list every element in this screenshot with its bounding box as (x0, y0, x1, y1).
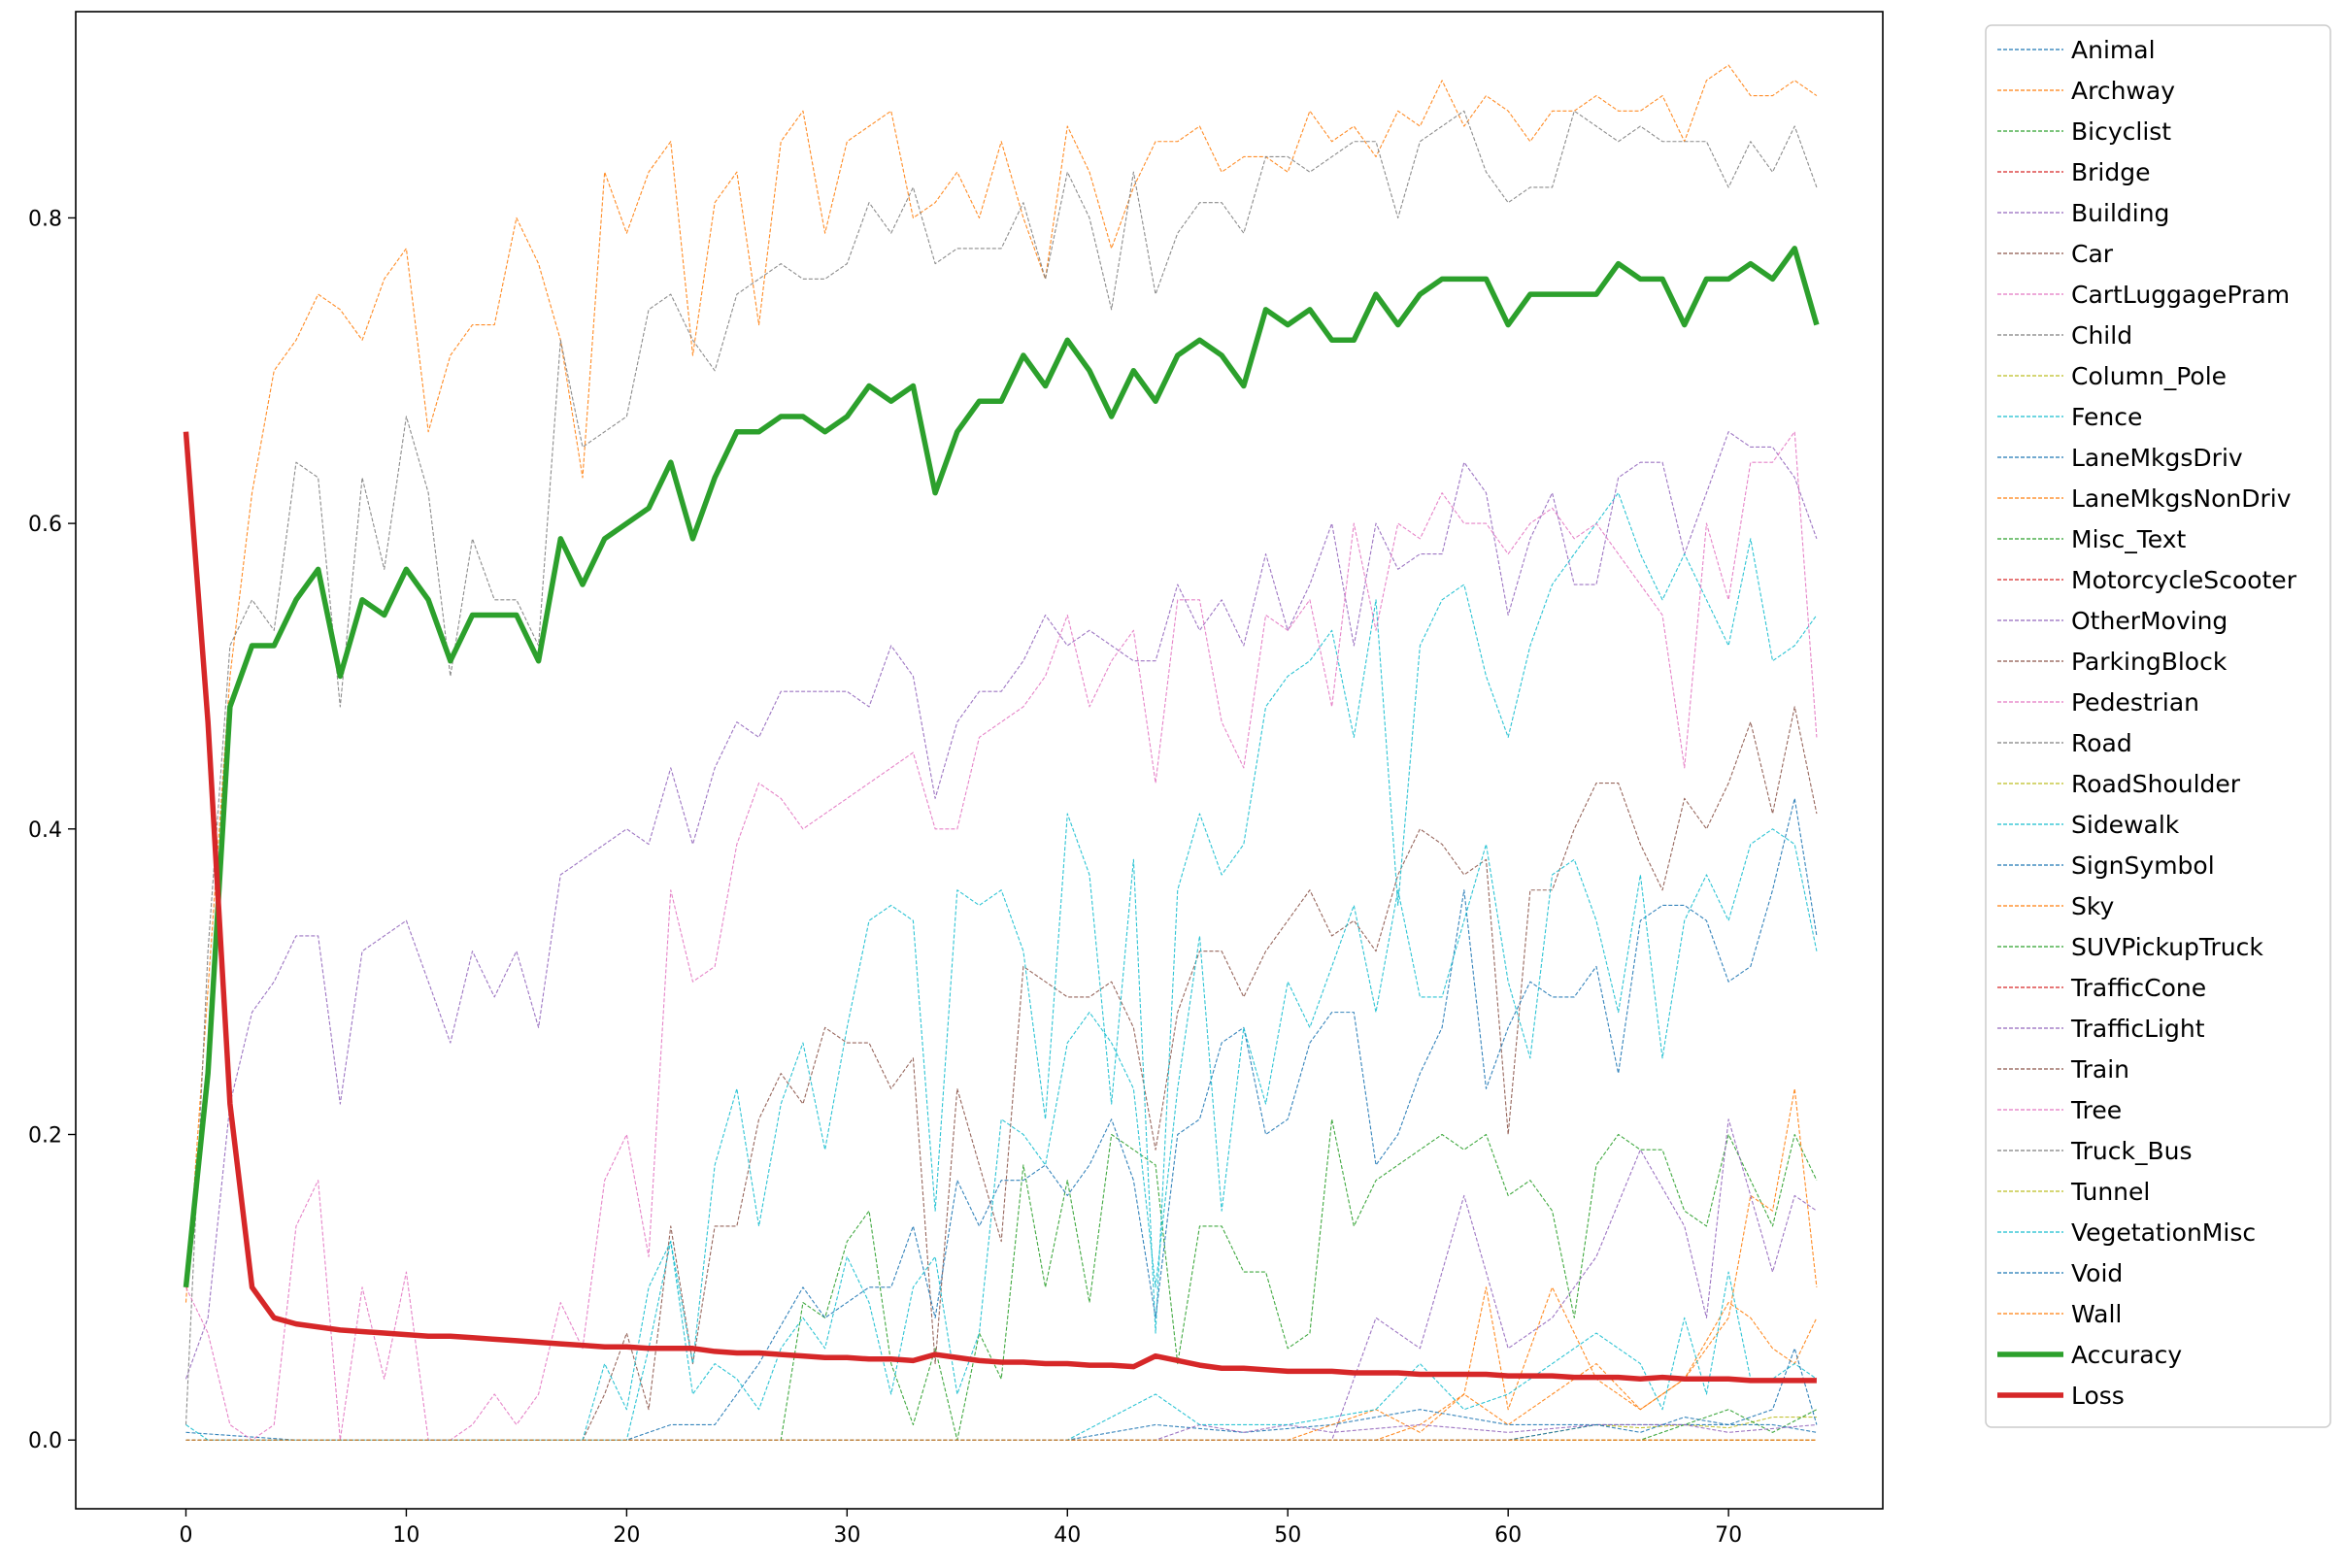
y-tick-label: 0.2 (28, 1124, 62, 1149)
legend-label-road: Road (2071, 729, 2132, 757)
x-tick-label: 0 (179, 1523, 192, 1548)
series-line-pedestrian (184, 431, 1818, 1441)
legend-label-pedestrian: Pedestrian (2071, 688, 2199, 717)
x-tick-label: 30 (833, 1523, 860, 1548)
series-layer (183, 64, 1820, 1441)
legend-label-sky: Sky (2071, 892, 2114, 920)
series-line-loss (183, 431, 1817, 1384)
x-tick-label: 40 (1054, 1523, 1081, 1548)
series-line-building (184, 431, 1818, 1380)
legend-label-truck-bus: Truck_Bus (2070, 1137, 2192, 1165)
legend-label-parkingblock: ParkingBlock (2071, 648, 2228, 676)
legend-box (1985, 24, 2331, 1428)
x-tick-label: 50 (1274, 1523, 1301, 1548)
legend-label-tunnel: Tunnel (2070, 1178, 2150, 1206)
legend-label-train: Train (2070, 1055, 2129, 1084)
legend-label-car: Car (2071, 240, 2114, 268)
legend-label-motorcyclescooter: MotorcycleScooter (2071, 566, 2297, 594)
plot-frame (75, 11, 1884, 1510)
legend-label-suvpickuptruck: SUVPickupTruck (2071, 933, 2263, 961)
legend-label-tree: Tree (2070, 1096, 2122, 1124)
x-tick-label: 60 (1494, 1523, 1522, 1548)
legend-label-void: Void (2071, 1259, 2123, 1287)
legend-label-trafficcone: TrafficCone (2070, 974, 2206, 1002)
legend-label-child: Child (2071, 321, 2132, 350)
y-axis: 0.0 0.2 0.4 0.6 0.8 (28, 207, 76, 1453)
legend-label-sidewalk: Sidewalk (2071, 811, 2180, 839)
x-tick-label: 10 (392, 1523, 419, 1548)
series-line-accuracy (183, 246, 1820, 1288)
x-tick-label: 20 (613, 1523, 640, 1548)
legend-label-bridge: Bridge (2071, 158, 2151, 186)
y-tick-label: 0.4 (28, 818, 62, 843)
legend-label-lanemkgsdriv: LaneMkgsDriv (2071, 444, 2243, 472)
legend-label-animal: Animal (2071, 36, 2156, 64)
series-line-archway (184, 64, 1818, 1303)
legend-label-wall: Wall (2071, 1300, 2122, 1328)
legend-label-fence: Fence (2071, 403, 2142, 431)
legend-label-cartluggagepram: CartLuggagePram (2071, 281, 2290, 309)
legend-label-othermoving: OtherMoving (2071, 607, 2228, 635)
legend-label-signsymbol: SignSymbol (2071, 851, 2215, 880)
y-tick-label: 0.6 (28, 513, 62, 537)
legend-label-misc-text: Misc_Text (2071, 525, 2187, 553)
legend-label-column-pole: Column_Pole (2071, 362, 2227, 390)
legend-label-vegetationmisc: VegetationMisc (2071, 1218, 2256, 1247)
y-tick-label: 0.8 (28, 207, 62, 231)
series-line-child (184, 110, 1818, 1425)
legend-label-trafficlight: TrafficLight (2070, 1015, 2205, 1043)
legend-label-bicyclist: Bicyclist (2071, 117, 2171, 146)
x-axis: 0 10 20 30 40 50 60 70 (179, 1509, 1742, 1548)
legend-label-roadshoulder: RoadShoulder (2071, 770, 2241, 798)
legend-label-building: Building (2071, 199, 2169, 227)
legend-label-accuracy: Accuracy (2071, 1341, 2182, 1369)
legend-label-loss: Loss (2071, 1382, 2125, 1410)
x-tick-label: 70 (1715, 1523, 1742, 1548)
legend-label-lanemkgsnondriv: LaneMkgsNonDriv (2071, 484, 2292, 513)
legend: Animal Archway Bicyclist Bridge Building Car C… (1985, 24, 2331, 1428)
y-tick-label: 0.0 (28, 1429, 62, 1453)
legend-label-archway: Archway (2071, 77, 2175, 105)
